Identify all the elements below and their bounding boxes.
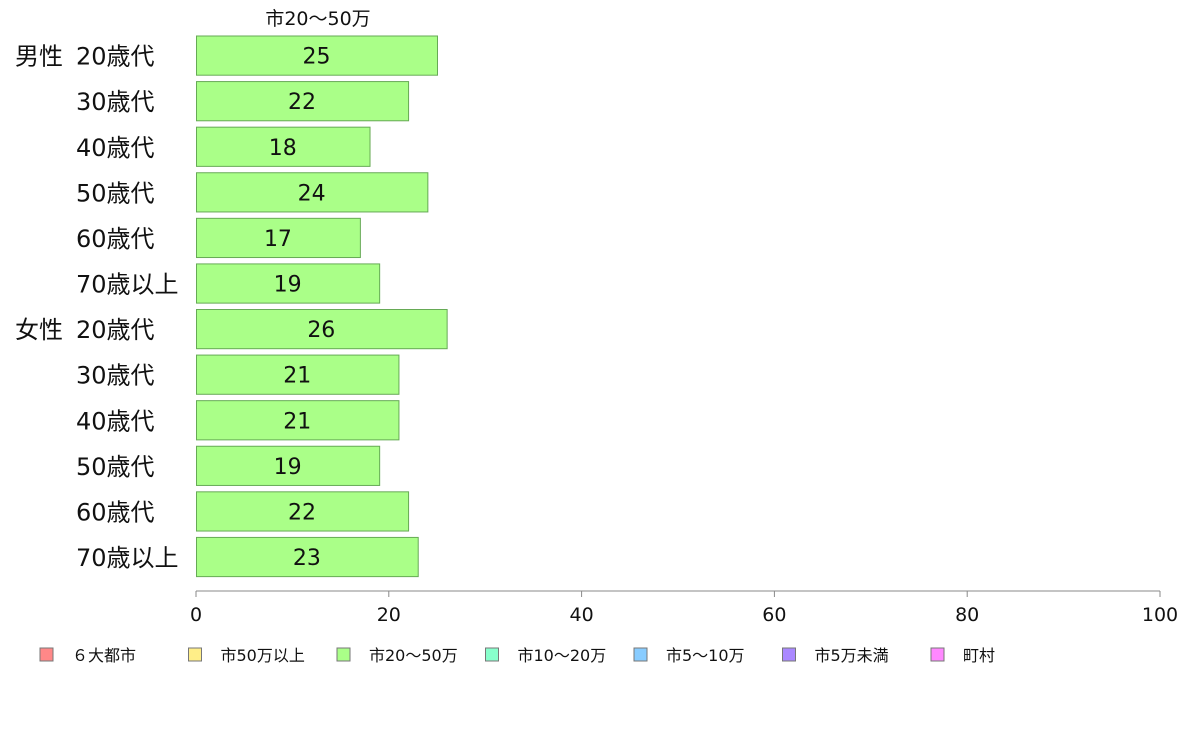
bar	[196, 354, 400, 395]
data-label: 19	[274, 455, 302, 480]
data-label: 26	[307, 318, 335, 343]
x-axis: 0 20 40 60 80 100	[190, 590, 1178, 626]
data-label: 25	[303, 45, 331, 70]
age-label: 30歳代	[76, 362, 155, 390]
legend-swatch	[930, 647, 945, 662]
legend-label: 市5万未満	[815, 646, 889, 665]
age-label: 50歳代	[76, 179, 155, 207]
bar	[196, 172, 429, 213]
age-label: 50歳代	[76, 453, 155, 481]
group-label: 男性	[15, 43, 63, 71]
legend: ６大都市 市50万以上 市20〜50万 市10〜20万 市5〜10万 市5万未満 町村	[39, 646, 995, 665]
data-label: 24	[298, 181, 326, 206]
bar	[196, 263, 381, 304]
age-label: 60歳代	[76, 498, 155, 526]
x-tick-label: 80	[955, 604, 979, 626]
data-label: 21	[283, 409, 311, 434]
series-label: 市20〜50万	[265, 8, 370, 30]
x-tick-label: 100	[1142, 604, 1178, 626]
bar	[196, 217, 361, 259]
age-label: 30歳代	[76, 88, 155, 116]
x-tick-label: 60	[762, 604, 786, 626]
legend-swatch	[782, 647, 796, 662]
legend-swatch	[188, 647, 202, 662]
group-label: 女性	[15, 316, 63, 344]
legend-label: 市50万以上	[221, 646, 305, 665]
legend-swatch	[633, 647, 648, 662]
age-label: 60歳代	[76, 225, 155, 253]
legend-swatch	[336, 647, 351, 662]
data-label: 22	[288, 500, 316, 525]
legend-label: 市5〜10万	[666, 646, 745, 665]
bar	[196, 445, 381, 486]
age-label: 40歳代	[76, 134, 155, 162]
data-label: 17	[264, 227, 292, 252]
bar	[196, 536, 419, 578]
legend-swatch	[39, 647, 54, 662]
data-label: 19	[274, 273, 302, 298]
bar	[196, 126, 371, 167]
age-label: 40歳代	[76, 407, 155, 435]
age-label: 20歳代	[76, 316, 155, 344]
bar	[196, 400, 400, 441]
legend-label: ６大都市	[72, 646, 136, 665]
age-label: 70歳以上	[76, 544, 179, 572]
data-label: 18	[269, 136, 297, 161]
legend-label: 町村	[963, 646, 995, 665]
age-label: 70歳以上	[76, 271, 179, 299]
legend-label: 市20〜50万	[369, 646, 458, 665]
bar	[196, 309, 448, 350]
data-label: 21	[283, 364, 311, 389]
legend-swatch	[485, 647, 499, 662]
age-label: 20歳代	[76, 43, 155, 71]
x-tick-label: 0	[190, 604, 202, 626]
data-label: 23	[293, 546, 321, 571]
legend-label: 市10〜20万	[518, 646, 607, 665]
bar	[196, 491, 410, 532]
x-tick-label: 40	[570, 604, 594, 626]
bar	[196, 81, 410, 122]
data-label: 22	[288, 90, 316, 115]
x-tick-label: 20	[377, 604, 401, 626]
bar	[196, 35, 438, 76]
